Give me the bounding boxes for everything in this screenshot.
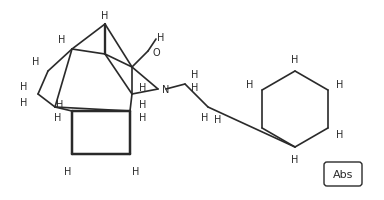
Text: H: H <box>214 114 222 124</box>
Text: H: H <box>139 112 147 122</box>
Text: H: H <box>20 98 28 107</box>
Text: H: H <box>247 80 254 90</box>
Text: H: H <box>101 11 109 21</box>
Text: Abs: Abs <box>333 169 353 179</box>
Text: H: H <box>56 100 64 109</box>
Text: H: H <box>336 129 344 139</box>
Text: H: H <box>157 33 165 43</box>
FancyBboxPatch shape <box>324 162 362 186</box>
Text: H: H <box>291 55 299 65</box>
Text: H: H <box>291 154 299 164</box>
Text: H: H <box>20 82 28 92</box>
Text: H: H <box>336 80 344 90</box>
Text: H: H <box>32 57 40 67</box>
Text: H: H <box>132 166 140 176</box>
Text: H: H <box>54 112 62 122</box>
Text: H: H <box>64 166 72 176</box>
Text: O: O <box>152 48 160 58</box>
Text: H: H <box>191 83 199 93</box>
Text: H: H <box>139 100 147 109</box>
Text: N: N <box>162 85 170 95</box>
Text: H: H <box>201 112 209 122</box>
Text: H: H <box>191 70 199 80</box>
Text: H: H <box>58 35 66 45</box>
Text: H: H <box>139 83 147 93</box>
